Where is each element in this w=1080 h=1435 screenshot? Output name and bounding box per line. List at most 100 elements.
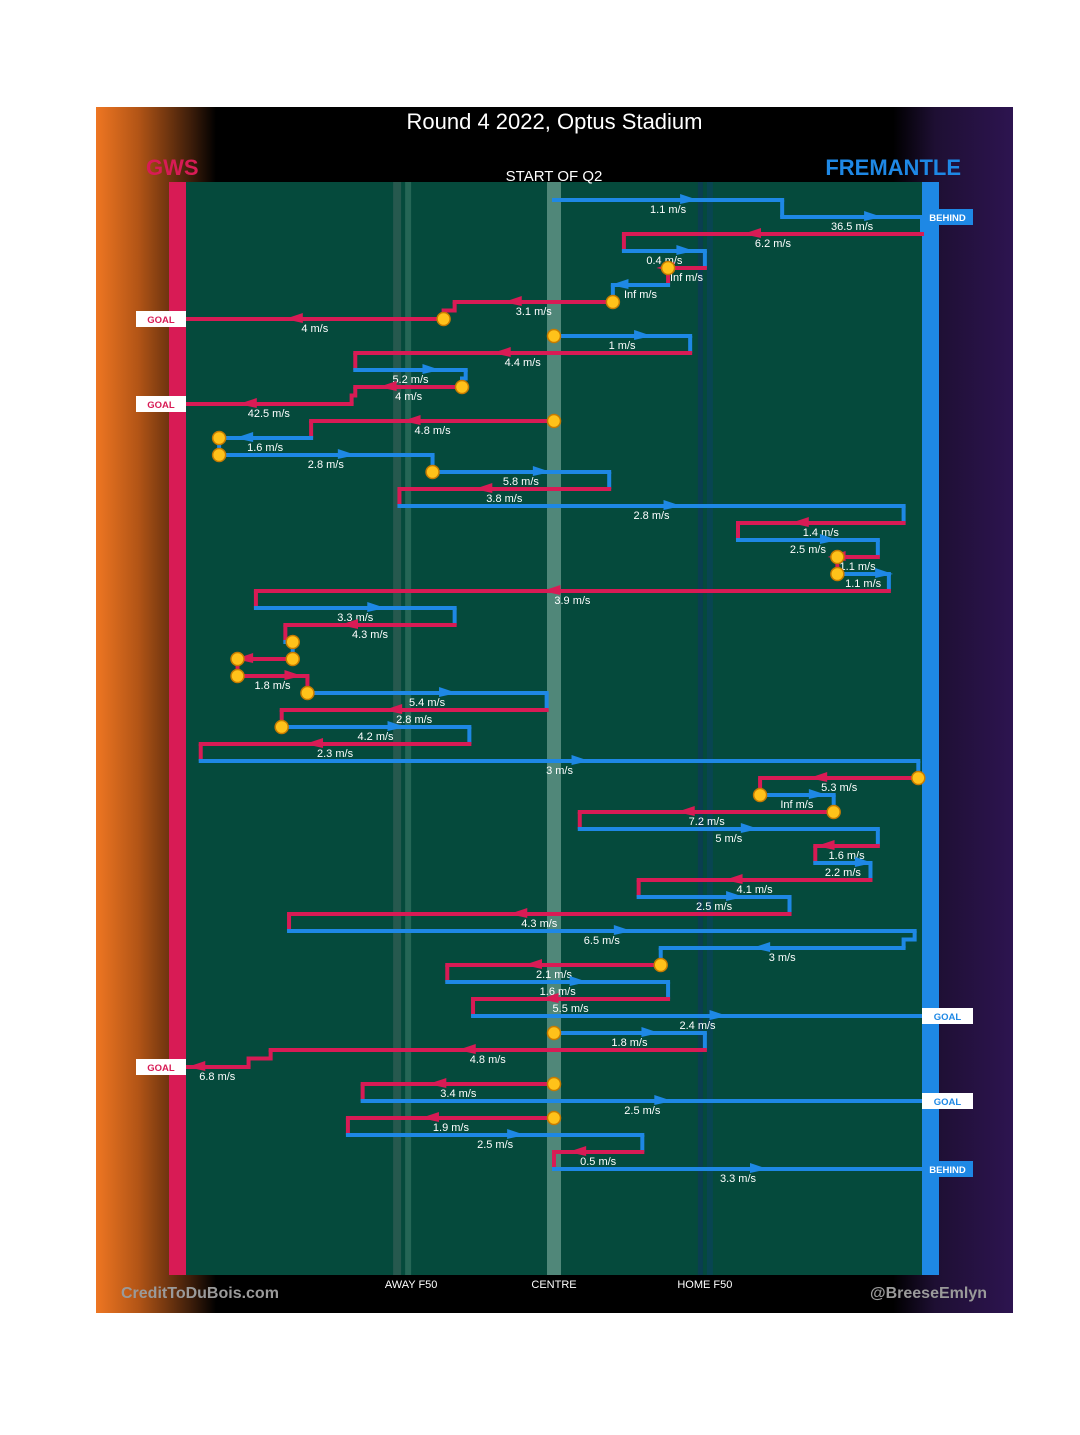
chain-connector [349,387,358,404]
chart-title: Round 4 2022, Optus Stadium [406,109,703,134]
fremantle-goal-post [922,182,939,1275]
direction-arrow [524,959,542,969]
direction-arrow [663,500,682,510]
x-tick-label: CENTRE [531,1279,576,1291]
speed-label: 4.3 m/s [521,918,558,930]
direction-arrow [542,585,561,595]
stoppage-markers [211,260,926,1126]
speed-label: Inf m/s [670,272,704,284]
speed-label: 1.1 m/s [845,578,882,590]
speed-label: 1.1 m/s [840,561,877,573]
speed-label: 6.5 m/s [584,935,621,947]
direction-arrow [492,347,511,357]
direction-arrow [568,1146,587,1156]
direction-arrow [439,687,458,697]
speed-label: 2.8 m/s [633,510,670,522]
direction-arrow [428,1078,447,1088]
stoppage-marker [285,651,300,667]
direction-arrow [676,806,695,816]
speed-label: 7.2 m/s [689,816,726,828]
direction-arrow [740,823,759,833]
stoppage-marker [660,260,676,276]
chain-connector [901,931,917,948]
chain-connector [246,1050,273,1067]
direction-arrow [709,1010,728,1020]
outcome-label: BEHIND [929,213,966,224]
speed-label: 2.4 m/s [679,1020,716,1032]
speed-label: 5.3 m/s [821,782,858,794]
direction-arrow [676,245,695,255]
speed-label: 2.1 m/s [536,969,573,981]
speed-label: 3.4 m/s [440,1088,477,1100]
speed-label: 6.8 m/s [199,1071,236,1083]
credit-author: @BreeseEmlyn [870,1285,987,1302]
speed-label: 3 m/s [546,765,573,777]
speed-label: 36.5 m/s [831,221,874,233]
direction-arrow [809,772,828,782]
speed-label: 1.1 m/s [650,204,687,216]
stoppage-marker [211,447,227,463]
stoppage-marker [911,770,926,786]
speed-label: 3 m/s [769,952,796,964]
direction-arrow [367,602,386,612]
direction-arrow [238,398,257,408]
chart-subtitle: START OF Q2 [506,168,603,185]
direction-arrow [474,483,493,493]
speed-label: 2.8 m/s [308,459,345,471]
team-label-gws: GWS [146,155,199,180]
speed-label: 1 m/s [609,340,636,352]
speed-label: 3.8 m/s [486,493,523,505]
direction-arrow [724,874,743,884]
stoppage-marker [546,1076,562,1092]
direction-arrow [540,993,559,1003]
direction-arrow [284,313,303,323]
stoppage-marker [211,430,227,446]
stoppage-marker [605,294,621,310]
stoppage-marker [285,634,300,650]
speed-label: 1.6 m/s [540,986,577,998]
stoppage-marker [653,957,668,973]
outcome-badge [922,209,973,225]
stoppage-marker [752,787,768,803]
outcome-label: GOAL [147,400,175,411]
speed-label: 6.2 m/s [755,238,792,250]
x-tick-label: HOME F50 [677,1279,732,1291]
outcome-label: GOAL [934,1012,962,1023]
speed-label: 5 m/s [715,833,742,845]
credit-website: CreditToDuBois.com [121,1285,279,1302]
possession-chain-chart: START OF Q2 AWAY F50 CENTRE HOME F50 1.1 m/s… [136,168,973,1291]
direction-arrow [808,789,827,799]
direction-arrow [854,857,873,867]
speed-label: 3.3 m/s [720,1173,757,1185]
speed-label: 5.5 m/s [553,1003,590,1015]
direction-arrow [641,1027,660,1037]
outcome-label: BEHIND [929,1165,966,1176]
speed-label: 3.9 m/s [554,595,591,607]
speed-label: 1.6 m/s [247,442,284,454]
stoppage-marker [230,668,245,684]
speed-label: 4.8 m/s [470,1054,507,1066]
direction-arrow [337,449,356,459]
direction-arrow [571,755,590,765]
direction-arrow [284,670,303,680]
direction-arrow [726,891,745,901]
speed-label: 3.3 m/s [337,612,374,624]
stoppage-marker [546,1110,562,1126]
direction-arrow [752,942,771,952]
outcome-label: GOAL [934,1097,962,1108]
speed-label: 2.5 m/s [624,1105,661,1117]
stoppage-marker [425,464,440,480]
speed-label: 2.5 m/s [477,1139,514,1151]
direction-arrow [819,534,838,544]
team-label-fremantle: FREMANTLE [825,155,961,180]
direction-arrow [680,194,699,204]
direction-arrow [532,466,551,476]
direction-arrow [187,1061,206,1071]
outcome-label: GOAL [147,1063,175,1074]
direction-arrow [305,738,324,748]
direction-arrow [875,568,894,578]
direction-arrow [384,704,403,714]
speed-label: 2.2 m/s [825,867,862,879]
stoppage-marker [546,328,562,344]
outcome-badge [922,1008,973,1024]
